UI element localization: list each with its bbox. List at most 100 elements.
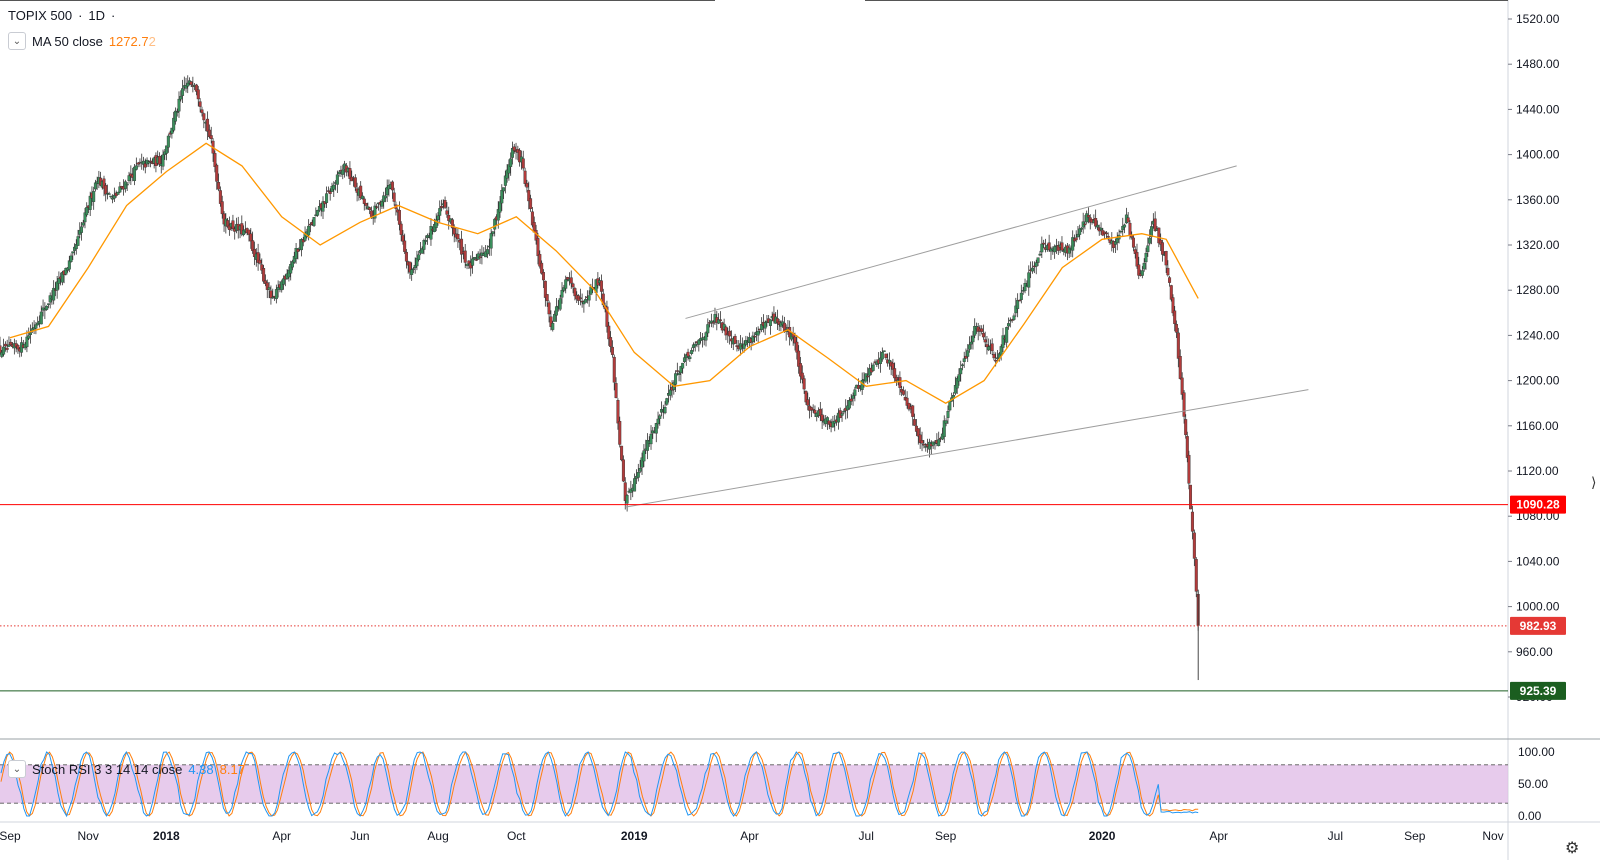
candle-up — [7, 336, 11, 348]
candle-body — [735, 345, 739, 348]
candle-body — [491, 231, 495, 234]
candle-body — [133, 166, 137, 181]
candle-body — [274, 289, 278, 300]
candle-up — [1019, 284, 1023, 304]
candle-up — [1005, 326, 1009, 348]
candle-down — [538, 250, 542, 269]
candle-up — [413, 257, 417, 274]
candle-body — [316, 210, 320, 216]
candle-body — [709, 320, 713, 324]
candle-body — [27, 335, 31, 339]
candle-up — [1001, 327, 1005, 352]
candle-body — [1086, 215, 1090, 218]
candle-down — [403, 233, 407, 254]
candle-down — [404, 249, 408, 269]
candle-body — [368, 207, 372, 211]
candle-down — [198, 98, 202, 113]
ma-legend-label[interactable]: MA 50 close — [32, 33, 103, 49]
candle-body — [411, 268, 415, 270]
candle-body — [509, 158, 513, 167]
candle-down — [1074, 230, 1078, 243]
candle-body — [1174, 323, 1178, 333]
candle-up — [55, 276, 59, 299]
candle-up — [341, 164, 345, 180]
candle-down — [5, 339, 9, 353]
time-tick-label: Nov — [1482, 829, 1503, 843]
candle-up — [677, 370, 681, 382]
candle-down — [838, 407, 842, 419]
candle-body — [521, 158, 525, 169]
candle-down — [1171, 294, 1175, 317]
candle-down — [1137, 256, 1141, 280]
candle-body — [547, 302, 551, 315]
candle-up — [826, 416, 830, 430]
candle-body — [751, 335, 755, 343]
chevron-down-icon[interactable]: ⌄ — [8, 760, 26, 778]
candle-body — [301, 239, 305, 243]
candle-body — [471, 258, 475, 266]
candle-up — [507, 159, 511, 181]
candle-up — [564, 275, 568, 294]
candle-body — [679, 366, 683, 374]
candle-body — [206, 118, 210, 132]
candle-body — [104, 185, 108, 195]
candle-up — [424, 235, 428, 245]
candle-body — [911, 405, 915, 417]
candle-body — [136, 162, 140, 165]
candle-body — [445, 210, 449, 215]
candle-down — [1042, 239, 1046, 249]
candle-body — [373, 205, 377, 219]
candle-body — [948, 401, 952, 411]
candle-body — [107, 193, 111, 195]
candle-body — [980, 328, 984, 332]
candle-down — [1187, 450, 1191, 490]
candle-body — [1182, 392, 1186, 417]
candle-up — [503, 170, 507, 194]
candle-body — [269, 290, 273, 299]
candle-up — [682, 353, 686, 364]
candle-down — [296, 248, 300, 260]
candle-up — [971, 330, 975, 350]
candle-body — [609, 337, 613, 347]
candle-body — [332, 184, 336, 190]
candle-body — [665, 398, 669, 405]
candle-body — [1027, 272, 1031, 288]
candle-down — [456, 227, 460, 248]
candle-body — [127, 175, 131, 181]
candle-body — [472, 257, 476, 260]
candle-body — [811, 409, 815, 411]
candle-up — [25, 330, 29, 353]
interval-label[interactable]: 1D — [88, 8, 106, 23]
candle-body — [161, 154, 165, 167]
candle-body — [109, 195, 113, 198]
candle-up — [853, 386, 857, 402]
candle-up — [491, 230, 495, 237]
candle-body — [194, 84, 198, 92]
candle-body — [1067, 247, 1071, 254]
candle-body — [76, 236, 80, 246]
candle-body — [536, 238, 540, 257]
gear-icon[interactable]: ⚙ — [1565, 840, 1580, 857]
candle-body — [607, 325, 611, 340]
candle-body — [763, 322, 767, 329]
candle-down — [724, 325, 728, 341]
candle-down — [795, 334, 799, 360]
candle-body — [401, 235, 405, 242]
symbol-name[interactable]: TOPIX 500 — [8, 8, 73, 23]
candle-up — [1071, 230, 1075, 258]
price-tick-label: 1520.00 — [1516, 12, 1560, 26]
stoch-legend-label[interactable]: Stoch RSI 3 3 14 14 close — [32, 761, 183, 777]
candle-up — [385, 179, 389, 202]
candle-body — [1140, 270, 1144, 276]
candle-body — [83, 212, 87, 223]
candle-up — [83, 208, 87, 229]
candle-up — [316, 209, 320, 217]
time-tick-label: Aug — [427, 829, 448, 843]
candle-up — [109, 195, 113, 199]
candle-body — [1168, 277, 1172, 283]
candle-up — [291, 259, 295, 271]
candle-up — [636, 463, 640, 482]
chevron-down-icon[interactable]: ⌄ — [8, 32, 26, 50]
candle-up — [584, 296, 588, 303]
